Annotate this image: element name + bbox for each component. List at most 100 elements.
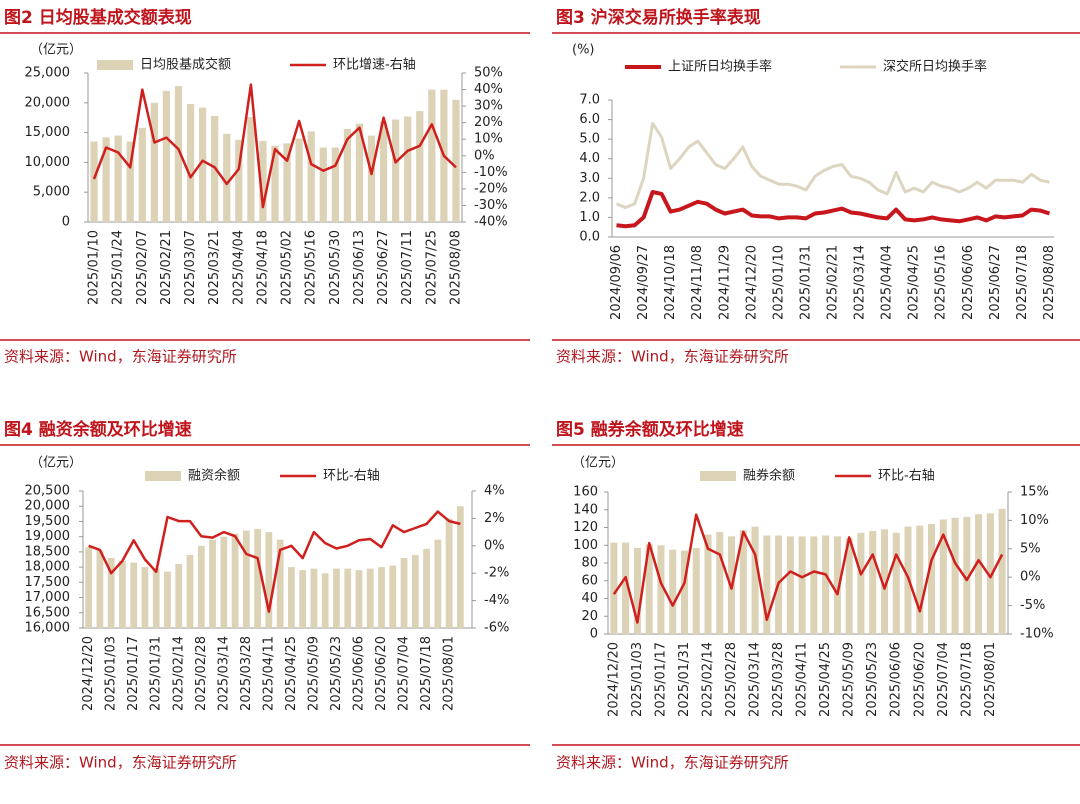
bar <box>138 127 146 222</box>
x-tick-label: 2024/09/27 <box>636 245 651 320</box>
x-tick-label: 2025/01/31 <box>798 245 813 320</box>
x-tick-label: 2025/05/23 <box>329 636 344 711</box>
bar <box>452 99 460 222</box>
y2-tick-label: 50% <box>474 66 503 81</box>
x-tick-label: 2025/05/16 <box>934 245 949 320</box>
bar <box>355 570 363 628</box>
bar <box>857 532 865 634</box>
y-tick-label: 0.0 <box>579 230 600 245</box>
bar <box>939 519 947 634</box>
bar <box>107 557 115 628</box>
x-tick-label: 2025/05/16 <box>304 230 319 305</box>
x-tick-label: 2025/04/25 <box>818 642 833 717</box>
y-tick-label: 16,500 <box>25 605 71 620</box>
bar <box>423 548 430 628</box>
y2-tick-label: -2% <box>484 566 509 581</box>
y-tick-label: 19,000 <box>25 529 71 544</box>
bar <box>916 525 924 634</box>
line-series <box>615 122 1050 210</box>
bar <box>295 138 303 222</box>
x-tick-label: 2024/11/08 <box>690 245 705 320</box>
bar <box>810 536 818 634</box>
y2-tick-label: -10% <box>1020 627 1054 642</box>
y2-tick-label: 0% <box>1020 570 1041 585</box>
x-tick-label: 2025/01/03 <box>104 636 119 711</box>
legend-swatch <box>700 471 736 481</box>
bar <box>197 545 205 628</box>
bar <box>162 90 171 222</box>
x-tick-label: 2025/06/06 <box>351 636 366 711</box>
bar <box>704 534 712 634</box>
bar <box>456 506 464 628</box>
bar <box>378 567 385 628</box>
x-tick-label: 2025/01/10 <box>87 230 102 305</box>
y2-tick-label: 4% <box>484 484 505 499</box>
bar <box>392 119 400 222</box>
x-tick-label: 2025/03/21 <box>207 230 222 305</box>
bar <box>645 544 653 634</box>
x-tick-label: 2025/05/23 <box>865 642 880 717</box>
bar <box>411 554 419 628</box>
y-tick-label: 120 <box>573 520 598 535</box>
bar <box>307 131 315 222</box>
y-tick-label: 5.0 <box>579 132 600 147</box>
x-tick-label: 2025/05/09 <box>842 642 857 717</box>
y-tick-label: 80 <box>581 556 598 571</box>
line-series <box>612 513 1004 624</box>
bar <box>343 129 352 222</box>
bar <box>355 123 364 222</box>
x-tick-label: 2025/04/25 <box>907 245 922 320</box>
y2-tick-label: -4% <box>484 593 509 608</box>
legend-swatch <box>97 60 133 70</box>
x-tick-label: 2025/07/25 <box>424 230 439 305</box>
bar <box>822 535 830 634</box>
x-tick-label: 2025/08/08 <box>1042 245 1057 320</box>
bar <box>247 117 255 222</box>
y2-tick-label: 0% <box>474 148 495 163</box>
y-tick-label: 3.0 <box>579 171 600 186</box>
x-tick-label: 2025/08/08 <box>448 230 463 305</box>
bar <box>389 565 397 628</box>
unit-label: （亿元） <box>30 456 82 471</box>
bar <box>223 133 231 222</box>
bar <box>235 139 243 222</box>
x-tick-label: 2025/03/14 <box>853 245 868 320</box>
bar <box>126 141 134 222</box>
x-tick-label: 2025/02/28 <box>724 642 739 717</box>
y-tick-label: 17,000 <box>25 590 71 605</box>
bar <box>331 147 339 222</box>
bar <box>319 147 327 222</box>
bar <box>751 526 759 634</box>
bar <box>276 539 284 628</box>
bar <box>657 545 665 634</box>
x-tick-label: 2025/01/17 <box>126 636 141 711</box>
x-tick-label: 2025/06/27 <box>376 230 391 305</box>
source: 资料来源：Wind，东海证券研究所 <box>556 754 789 772</box>
x-tick-label: 2025/07/18 <box>419 636 434 711</box>
bar <box>404 116 412 222</box>
y2-tick-label: 10% <box>474 132 503 147</box>
y2-tick-label: -5% <box>1020 598 1045 613</box>
y2-tick-label: 20% <box>474 115 503 130</box>
y2-tick-label: 5% <box>1020 541 1041 556</box>
x-tick-label: 2025/04/11 <box>261 636 276 711</box>
bar <box>445 518 453 628</box>
bar <box>986 513 994 634</box>
x-tick-label: 2025/05/30 <box>328 230 343 305</box>
x-tick-label: 2024/10/18 <box>663 245 678 320</box>
y-tick-label: 16,000 <box>25 621 71 636</box>
x-tick-label: 2025/06/06 <box>961 245 976 320</box>
bar <box>428 89 436 222</box>
x-tick-label: 2025/07/04 <box>397 636 412 711</box>
y-tick-label: 100 <box>573 538 598 553</box>
bar <box>379 121 388 222</box>
bar <box>680 550 688 634</box>
y-tick-label: 20,500 <box>25 484 71 499</box>
bar <box>259 140 267 222</box>
y-tick-label: 20,000 <box>25 95 71 110</box>
unit-label: （亿元） <box>30 43 82 58</box>
x-tick-label: 2025/05/09 <box>306 636 321 711</box>
bar <box>845 538 853 634</box>
legend-label: 深交所日均换手率 <box>883 59 987 75</box>
bar <box>951 517 959 634</box>
